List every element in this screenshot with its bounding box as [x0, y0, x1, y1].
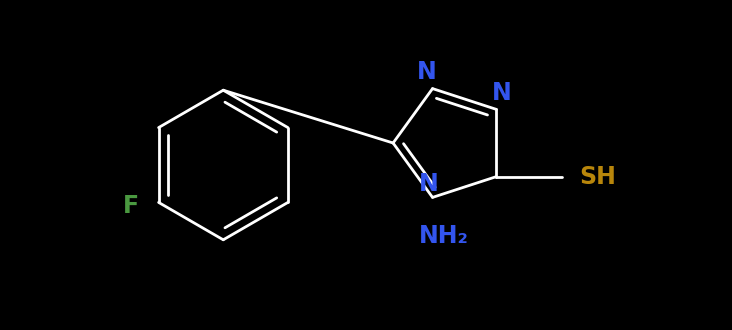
Text: N: N [417, 60, 436, 84]
Text: SH: SH [579, 165, 616, 189]
Text: N: N [419, 172, 438, 196]
Text: NH₂: NH₂ [419, 223, 468, 248]
Text: F: F [123, 194, 139, 218]
Text: N: N [493, 81, 512, 105]
